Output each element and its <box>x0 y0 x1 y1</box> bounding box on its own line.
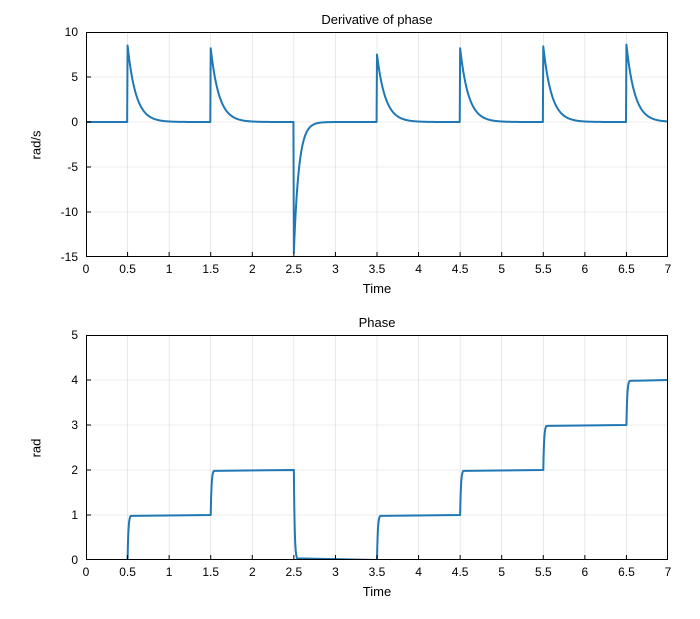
panel1-ytick-label: -5 <box>67 160 78 174</box>
panel1-xtick-label: 3 <box>332 262 339 276</box>
panel1-xlabel: Time <box>363 281 391 296</box>
panel1-xtick-label: 1.5 <box>202 262 219 276</box>
panel2-ytick-label: 1 <box>71 508 78 522</box>
panel1-xtick-label: 1 <box>166 262 173 276</box>
panel2-ytick-label: 4 <box>71 373 78 387</box>
panel1-xtick-label: 5.5 <box>535 262 552 276</box>
panel1-xtick-label: 5 <box>498 262 505 276</box>
panel2-ytick-label: 0 <box>71 553 78 567</box>
panel1-xtick-label: 4.5 <box>452 262 469 276</box>
panel1-ytick-label: -15 <box>61 250 78 264</box>
panel1-xtick-label: 6 <box>582 262 589 276</box>
panel2-ytick-label: 3 <box>71 418 78 432</box>
panel1-xtick-label: 2.5 <box>286 262 303 276</box>
panel1-ytick-label: 0 <box>71 115 78 129</box>
panel1-ylabel: rad/s <box>29 130 44 159</box>
panel2-xtick-label: 2.5 <box>286 565 303 579</box>
panel1-xtick-label: 6.5 <box>618 262 635 276</box>
panel2-xtick-label: 2 <box>249 565 256 579</box>
panel1-xtick-label: 4 <box>415 262 422 276</box>
panel1-ytick-label: 10 <box>65 25 78 39</box>
panel2-title: Phase <box>359 315 396 330</box>
panel1-title: Derivative of phase <box>321 12 432 27</box>
panel2-xtick-label: 1 <box>166 565 173 579</box>
panel2-panel <box>86 335 668 560</box>
panel1-ytick-label: -10 <box>61 205 78 219</box>
panel2-xtick-label: 6 <box>582 565 589 579</box>
panel2-ytick-label: 5 <box>71 328 78 342</box>
panel2-xlabel: Time <box>363 584 391 599</box>
panel2-svg <box>86 335 668 560</box>
panel1-xtick-label: 2 <box>249 262 256 276</box>
panel2-ylabel: rad <box>29 438 44 457</box>
panel2-xtick-label: 4.5 <box>452 565 469 579</box>
panel2-ytick-label: 2 <box>71 463 78 477</box>
panel1-xtick-label: 0.5 <box>119 262 136 276</box>
panel2-xtick-label: 6.5 <box>618 565 635 579</box>
panel2-xtick-label: 5 <box>498 565 505 579</box>
panel1-xtick-label: 7 <box>665 262 672 276</box>
panel2-xtick-label: 4 <box>415 565 422 579</box>
panel1-panel <box>86 32 668 257</box>
panel2-xtick-label: 0.5 <box>119 565 136 579</box>
panel2-xtick-label: 3 <box>332 565 339 579</box>
panel2-xtick-label: 3.5 <box>369 565 386 579</box>
panel2-xtick-label: 1.5 <box>202 565 219 579</box>
panel1-xtick-label: 3.5 <box>369 262 386 276</box>
panel2-grid <box>86 335 668 560</box>
panel1-ytick-label: 5 <box>71 70 78 84</box>
panel1-svg <box>86 32 668 257</box>
panel2-xtick-label: 0 <box>83 565 90 579</box>
panel1-xtick-label: 0 <box>83 262 90 276</box>
figure: 0 0.5 1 1.5 2 2.5 3 3.5 4 4.5 5 5.5 6 6.5 7 -15 -10 -5 0 5 1… <box>0 0 700 619</box>
panel2-xtick-label: 5.5 <box>535 565 552 579</box>
panel2-xtick-label: 7 <box>665 565 672 579</box>
